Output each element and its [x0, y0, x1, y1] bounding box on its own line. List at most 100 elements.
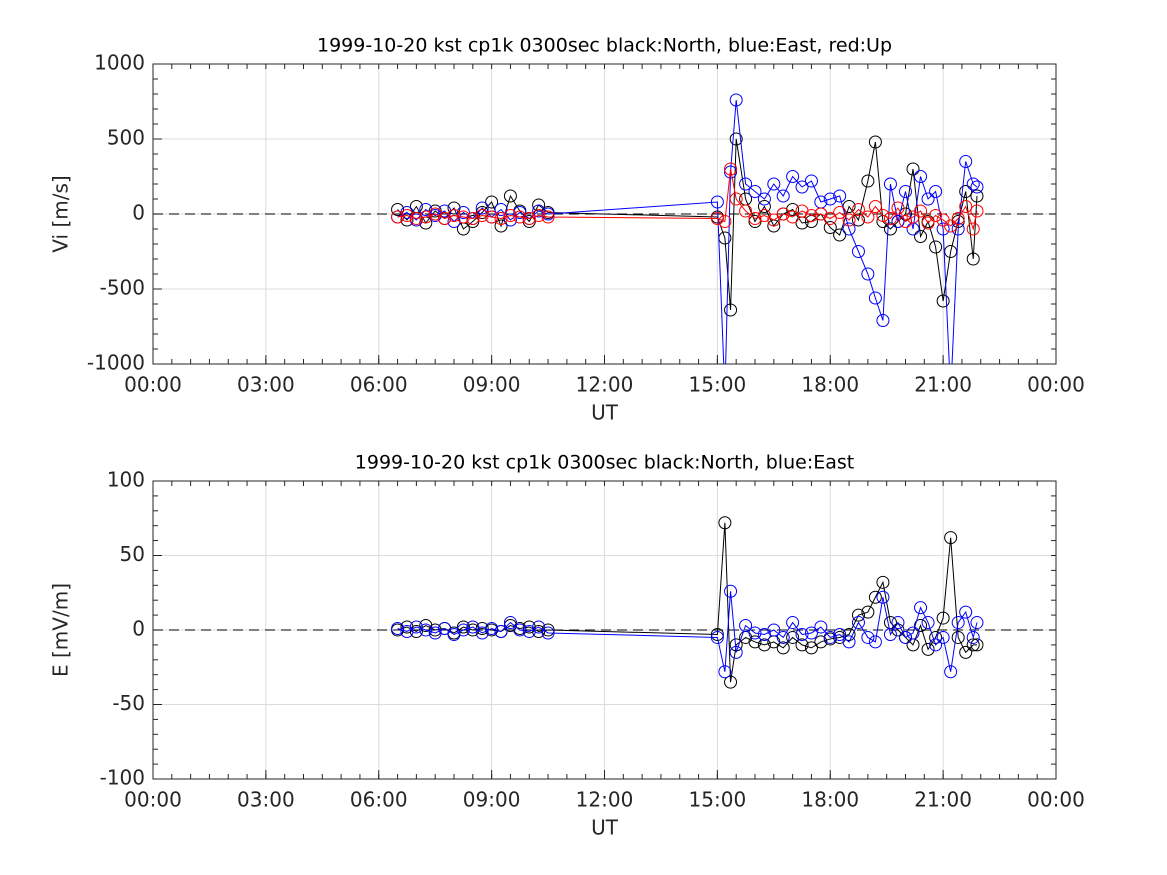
series-group	[391, 93, 984, 364]
data-point	[409, 212, 423, 225]
data-point	[899, 215, 912, 228]
data-point	[804, 641, 818, 655]
data-point	[748, 635, 762, 649]
y-tick-label: -50	[112, 691, 145, 715]
series-line	[397, 99, 978, 364]
x-tick-label: 18:00	[801, 788, 859, 812]
data-point	[951, 616, 965, 630]
x-tick-label: 18:00	[801, 373, 859, 397]
data-point	[494, 624, 508, 638]
data-point	[914, 601, 928, 615]
data-point	[970, 638, 984, 652]
data-point	[823, 212, 837, 225]
data-point	[724, 584, 738, 598]
data-point	[851, 608, 865, 622]
x-axis-label: UT	[591, 401, 619, 425]
data-point	[438, 622, 452, 636]
data-point	[494, 212, 508, 225]
data-point	[739, 177, 753, 191]
data-point	[786, 170, 800, 183]
y-tick-label: -1000	[87, 351, 145, 375]
data-point	[786, 630, 800, 644]
x-tick-label: 00:00	[124, 373, 182, 397]
x-tick-label: 06:00	[350, 373, 408, 397]
data-point	[409, 620, 423, 634]
data-point	[970, 189, 984, 203]
data-point	[438, 212, 452, 225]
data-point	[428, 204, 442, 218]
data-point	[718, 665, 732, 679]
data-point	[748, 626, 762, 640]
data-point	[475, 209, 489, 222]
data-point	[891, 623, 905, 637]
data-point	[959, 645, 973, 659]
data-point	[861, 605, 875, 619]
data-point	[876, 590, 890, 604]
y-tick-label: 0	[132, 617, 145, 641]
data-point	[391, 210, 405, 224]
data-point	[541, 626, 555, 640]
x-tick-label: 09:00	[463, 373, 521, 397]
data-point	[475, 622, 489, 636]
data-point	[718, 215, 732, 228]
x-tick-label: 21:00	[914, 788, 972, 812]
data-point	[966, 630, 980, 644]
data-point	[532, 624, 546, 638]
data-point	[466, 623, 480, 637]
data-point	[485, 195, 499, 209]
y-tick-label: 0	[132, 201, 145, 225]
y-tick-label: 500	[107, 126, 145, 150]
data-point	[851, 213, 865, 227]
data-point	[532, 209, 546, 222]
data-point	[861, 267, 875, 281]
data-point	[861, 174, 875, 188]
data-point	[475, 201, 489, 215]
data-point	[842, 222, 856, 236]
data-point	[944, 531, 958, 545]
x-tick-label: 03:00	[237, 373, 295, 397]
x-tick-label: 15:00	[689, 788, 747, 812]
data-point	[710, 630, 724, 644]
data-point	[876, 575, 890, 589]
data-point	[921, 616, 935, 630]
data-point	[966, 177, 980, 191]
data-point	[466, 620, 480, 634]
data-point	[936, 294, 950, 308]
data-point	[786, 616, 800, 630]
data-point	[833, 627, 847, 641]
y-tick-label: 50	[120, 542, 145, 566]
data-point	[456, 623, 470, 637]
data-point	[883, 177, 897, 191]
data-point	[868, 291, 882, 305]
data-point	[757, 200, 771, 213]
data-point	[739, 619, 753, 633]
data-point	[456, 210, 470, 224]
data-point	[970, 204, 984, 218]
data-point	[883, 627, 897, 641]
data-point	[795, 638, 809, 652]
data-point	[456, 206, 470, 219]
x-tick-label: 12:00	[576, 373, 634, 397]
data-point	[532, 620, 546, 634]
y-axis-label: Vi [m/s]	[49, 175, 73, 252]
data-point	[400, 209, 414, 222]
data-point	[804, 209, 818, 222]
data-point	[868, 200, 882, 213]
data-point	[914, 170, 928, 183]
data-point	[739, 204, 753, 218]
data-point	[929, 240, 943, 254]
data-point	[966, 252, 980, 266]
data-point	[466, 212, 480, 225]
data-point	[776, 641, 790, 655]
data-point	[842, 635, 856, 649]
data-point	[876, 209, 890, 222]
data-point	[914, 230, 928, 243]
data-point	[724, 675, 738, 689]
data-point	[513, 210, 527, 224]
data-point	[729, 132, 743, 146]
y-axis-label: E [mV/m]	[49, 583, 73, 677]
data-point	[959, 155, 973, 168]
data-point	[541, 207, 555, 221]
data-point	[767, 623, 781, 637]
